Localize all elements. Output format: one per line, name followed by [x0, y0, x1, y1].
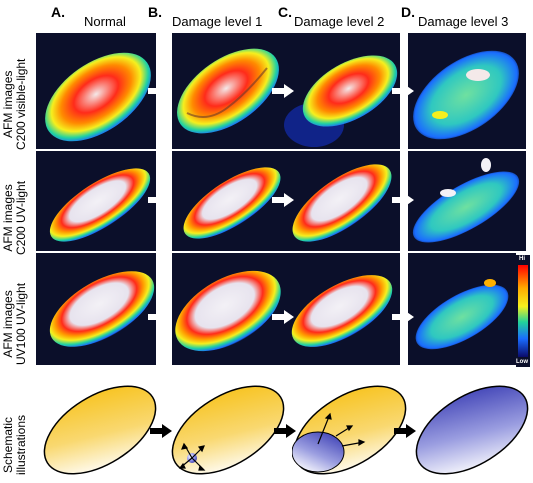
afm-row1-damage2: [284, 33, 400, 149]
panel-letter-d: D.: [401, 4, 415, 20]
schematic-normal: [43, 385, 157, 475]
afm-row2-normal: [36, 151, 156, 251]
row-label-4-line2: illustrations: [14, 414, 28, 475]
schematic-damage1: [171, 385, 285, 475]
arrow-row2-b: [272, 193, 294, 207]
arrow-row1-b: [272, 84, 294, 98]
row-label-3-line2: UV100 UV-light: [14, 282, 28, 365]
schematic-damage2: [292, 385, 407, 475]
afm-row1-damage3: [408, 33, 526, 149]
afm-row3-normal: [36, 253, 156, 365]
row-label-2: AFM images C200 UV-light: [1, 180, 28, 255]
panel-letter-b: B.: [148, 4, 162, 20]
arrow-row2-a: [148, 193, 170, 207]
row-label-3: AFM images UV100 UV-light: [1, 282, 28, 365]
arrow-row2-c: [392, 193, 414, 207]
afm-row3-damage1: [172, 253, 284, 365]
scale-label-low: Low: [516, 359, 528, 365]
row-label-1-line2: C200 visible-light: [14, 58, 28, 150]
color-scale-bar: [516, 255, 530, 367]
panel-letter-c: C.: [278, 4, 292, 20]
afm-row2-damage2: [284, 151, 400, 251]
afm-row2-damage1: [172, 151, 284, 251]
row-label-2-line2: C200 UV-light: [14, 180, 28, 255]
damage-region: [292, 431, 345, 473]
arrow-schematic-b: [274, 424, 296, 438]
afm-row3-damage3: [408, 253, 516, 365]
column-title-damage-2: Damage level 2: [294, 14, 385, 29]
column-title-normal: Normal: [84, 14, 126, 29]
arrow-row3-a: [148, 310, 170, 324]
arrow-row3-c: [392, 310, 414, 324]
row-label-1: AFM images C200 visible-light: [1, 58, 28, 150]
arrow-row3-b: [272, 310, 294, 324]
arrow-schematic-c: [394, 424, 416, 438]
column-title-damage-1: Damage level 1: [172, 14, 263, 29]
arrow-row1-c: [392, 84, 414, 98]
afm-row1-normal: [36, 33, 156, 149]
schematic-damage3: [415, 385, 529, 475]
afm-row3-damage2: [284, 253, 400, 365]
panel-letter-a: A.: [51, 4, 65, 20]
arrow-row1-a: [148, 84, 170, 98]
column-title-damage-3: Damage level 3: [418, 14, 509, 29]
scale-label-hi: Hi: [519, 256, 525, 262]
afm-row2-damage3: [408, 151, 526, 251]
arrow-schematic-a: [150, 424, 172, 438]
afm-row1-damage1: [172, 33, 284, 149]
row-label-4: Schematic illustrations: [1, 414, 28, 475]
